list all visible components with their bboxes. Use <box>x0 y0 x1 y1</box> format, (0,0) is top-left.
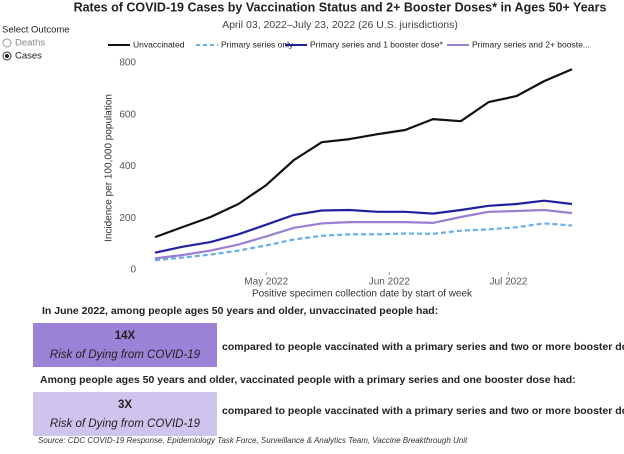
series-line <box>154 68 573 239</box>
chart-title: Rates of COVID-19 Cases by Vaccination S… <box>74 0 607 14</box>
risk-label: Risk of Dying from COVID-19 <box>50 418 201 430</box>
series-line <box>154 222 573 262</box>
legend-label: Unvaccinated <box>133 39 185 49</box>
source: Source: CDC COVID-19 Response, Epidemiol… <box>38 436 468 445</box>
x-tick-label: May 2022 <box>244 277 288 288</box>
series-line <box>154 199 573 254</box>
legend-label: Primary series and 2+ booste... <box>472 39 590 49</box>
series-line <box>154 208 573 260</box>
y-tick-label: 0 <box>130 265 136 276</box>
radio-dot <box>5 54 9 58</box>
summary-heading: Among people ages 50 years and older, va… <box>40 374 576 386</box>
ratio: 3X <box>118 399 132 411</box>
y-tick-label: 600 <box>119 109 136 120</box>
comparison: compared to people vaccinated with a pri… <box>222 405 624 417</box>
x-axis-title: Positive specimen collection date by sta… <box>252 289 473 300</box>
legend-label: Primary series and 1 booster dose* <box>310 39 443 49</box>
y-tick-label: 800 <box>119 58 136 69</box>
radio-label[interactable]: Cases <box>15 51 42 62</box>
radio-deaths[interactable] <box>2 38 12 48</box>
y-axis-title: Incidence per 100,000 population <box>104 94 115 242</box>
risk-label: Risk of Dying from COVID-19 <box>50 349 201 361</box>
comparison: compared to people vaccinated with a pri… <box>222 341 624 353</box>
ratio-box <box>33 392 217 436</box>
y-tick-label: 200 <box>119 213 136 224</box>
ratio: 14X <box>115 330 136 342</box>
ratio-box <box>33 323 217 367</box>
legend-label: Primary series only <box>221 39 294 49</box>
x-tick-label: Jun 2022 <box>369 277 411 288</box>
radio-label[interactable]: Deaths <box>15 38 45 49</box>
y-tick-label: 400 <box>119 161 136 172</box>
filter-label: Select Outcome <box>2 25 70 36</box>
chart-subtitle: April 03, 2022–July 23, 2022 (26 U.S. ju… <box>222 19 458 31</box>
summary-heading: In June 2022, among people ages 50 years… <box>42 305 438 317</box>
x-tick-label: Jul 2022 <box>490 277 528 288</box>
